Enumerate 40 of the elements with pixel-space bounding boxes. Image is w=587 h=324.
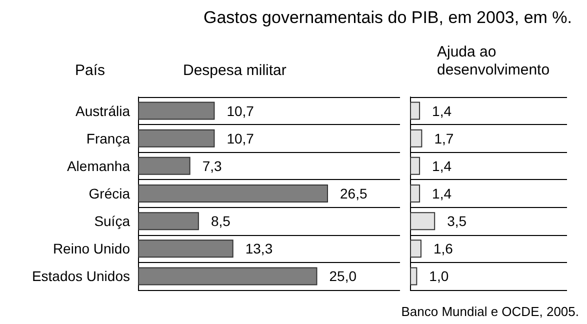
data-label: 8,5	[210, 213, 231, 230]
data-label: 3,5	[447, 213, 467, 230]
data-label: 7,3	[202, 158, 222, 174]
bar	[410, 129, 422, 148]
bar	[138, 129, 215, 148]
y-tick-label: Grécia	[88, 186, 130, 202]
data-label: 10,7	[226, 130, 254, 146]
chart-subtitle: Despesa militar	[183, 62, 286, 79]
bar	[410, 184, 420, 202]
bar	[410, 240, 422, 258]
data-label: 1,4	[432, 186, 452, 202]
bar	[138, 184, 328, 202]
bar	[410, 156, 420, 175]
bar	[138, 212, 199, 230]
y-tick-label: França	[86, 130, 130, 146]
y-tick-label: Suíça	[94, 213, 130, 230]
bar	[410, 102, 420, 120]
bar	[138, 240, 234, 258]
bar	[410, 212, 436, 230]
y-tick-label: Austrália	[76, 102, 130, 119]
y-tick-label: Reino Unido	[52, 240, 130, 257]
data-label: 1,0	[429, 268, 449, 284]
y-axis-title: País	[75, 62, 106, 79]
data-label: 26,5	[340, 186, 368, 202]
bar	[138, 267, 318, 286]
bar	[138, 102, 215, 120]
data-label: 13,3	[245, 240, 273, 257]
data-label: 1,6	[433, 240, 454, 257]
text: Ajuda ao desenvolvimento	[437, 44, 550, 78]
y-tick-label: Alemanha	[66, 158, 130, 174]
data-label: 1,7	[434, 130, 454, 146]
y-tick-label: Estados Unidos	[32, 268, 130, 284]
data-label: 1,4	[432, 102, 452, 119]
bar	[410, 267, 418, 286]
data-label: 25,0	[329, 268, 357, 284]
text: Gastos governamentais do PIB, em 2003, em %.	[203, 8, 572, 27]
data-label: 1,4	[432, 158, 452, 174]
data-label: 10,7	[226, 102, 254, 119]
text: Banco Mundial e OCDE, 2005.	[401, 304, 580, 319]
bar	[138, 156, 190, 175]
